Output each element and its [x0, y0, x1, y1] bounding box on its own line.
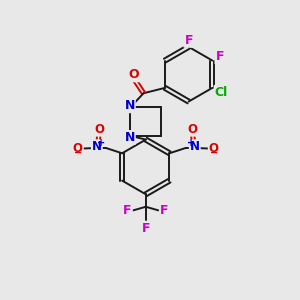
Text: N: N	[124, 131, 135, 144]
Text: O: O	[94, 123, 104, 136]
Text: F: F	[184, 34, 193, 47]
Text: +: +	[187, 138, 195, 148]
Text: F: F	[215, 50, 224, 64]
Text: O: O	[128, 68, 139, 81]
Text: N: N	[92, 140, 102, 153]
Text: F: F	[142, 222, 150, 235]
Text: F: F	[123, 204, 132, 217]
Text: Cl: Cl	[214, 86, 228, 99]
Text: F: F	[160, 204, 169, 217]
Text: O: O	[73, 142, 83, 155]
Text: +: +	[97, 138, 105, 148]
Text: O: O	[209, 142, 219, 155]
Text: O: O	[188, 123, 198, 136]
Text: −: −	[74, 148, 82, 158]
Text: N: N	[190, 140, 200, 153]
Text: −: −	[210, 148, 218, 158]
Text: N: N	[124, 99, 135, 112]
